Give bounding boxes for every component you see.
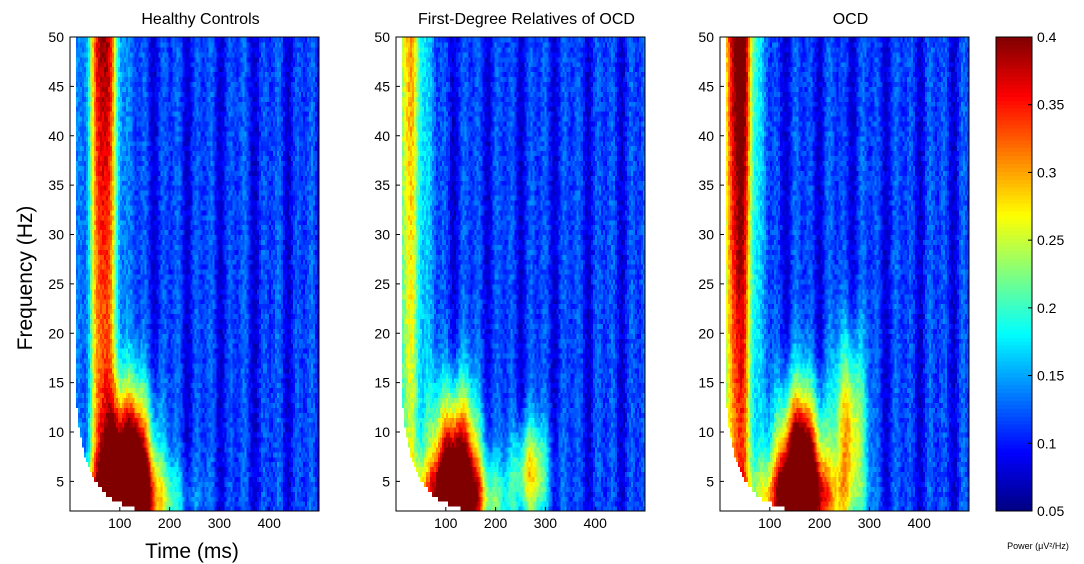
heatmap-cells — [76, 37, 320, 512]
